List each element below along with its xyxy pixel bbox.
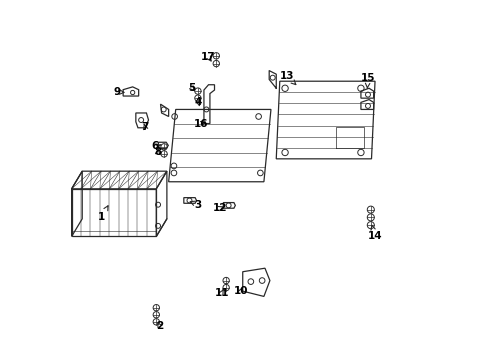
Text: 9: 9 [113,87,124,97]
Text: 17: 17 [201,52,215,62]
Text: 7: 7 [141,122,148,132]
Text: 15: 15 [360,73,374,88]
Text: 5: 5 [188,83,196,93]
Text: 6: 6 [151,141,161,152]
Text: 16: 16 [194,118,208,129]
Text: 14: 14 [367,225,382,242]
Text: 12: 12 [212,203,226,213]
Text: 4: 4 [195,98,202,107]
Text: 1: 1 [98,206,108,222]
Text: 10: 10 [233,286,248,296]
Text: 13: 13 [279,71,295,85]
Text: 2: 2 [156,321,163,332]
Text: 3: 3 [190,200,201,210]
Text: 8: 8 [154,147,162,157]
Text: 11: 11 [214,288,228,298]
